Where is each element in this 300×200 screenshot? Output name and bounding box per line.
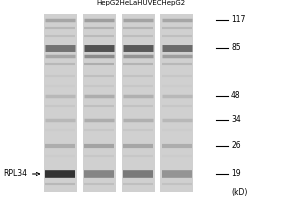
Bar bbox=[160, 14, 194, 192]
Text: 19: 19 bbox=[231, 170, 241, 178]
Text: 26: 26 bbox=[231, 142, 241, 150]
Bar bbox=[122, 14, 154, 192]
Bar bbox=[82, 14, 116, 192]
Text: 48: 48 bbox=[231, 92, 241, 100]
Text: RPL34: RPL34 bbox=[3, 170, 40, 178]
Text: 117: 117 bbox=[231, 16, 245, 24]
Text: HepG2HeLaHUVECHepG2: HepG2HeLaHUVECHepG2 bbox=[96, 0, 186, 6]
Text: 34: 34 bbox=[231, 116, 241, 124]
Text: 85: 85 bbox=[231, 44, 241, 52]
Bar bbox=[44, 14, 76, 192]
Text: (kD): (kD) bbox=[231, 188, 247, 196]
